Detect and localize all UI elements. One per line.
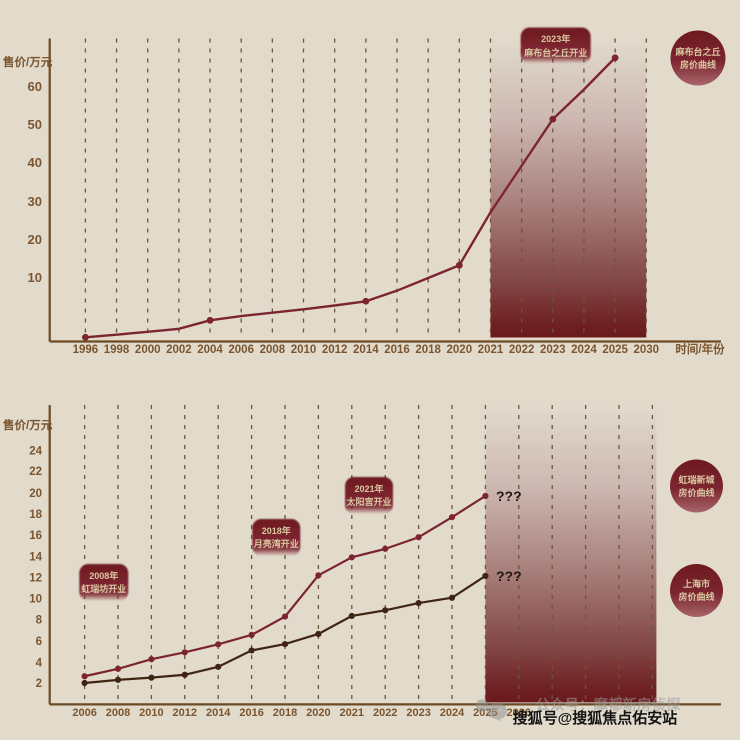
svg-text:60: 60 [28,79,42,94]
svg-text:20: 20 [29,488,42,500]
svg-text:2021: 2021 [340,707,364,719]
svg-text:麻布台之丘: 麻布台之丘 [674,46,720,57]
svg-text:2020: 2020 [306,707,330,719]
svg-text:2023: 2023 [540,344,566,356]
svg-text:2008: 2008 [106,707,130,719]
svg-text:2023年: 2023年 [541,33,570,44]
svg-text:18: 18 [29,509,42,521]
svg-text:10: 10 [29,594,42,606]
svg-text:售价/万元: 售价/万元 [2,418,53,432]
svg-text:1998: 1998 [104,344,130,356]
svg-text:2012: 2012 [173,707,197,719]
svg-text:2018: 2018 [415,344,441,356]
svg-text:2008: 2008 [260,344,286,356]
svg-text:12: 12 [29,572,42,584]
svg-text:虹瑞坊开业: 虹瑞坊开业 [81,583,126,594]
svg-text:2022: 2022 [373,707,397,719]
svg-text:???: ??? [496,488,522,504]
svg-text:6: 6 [36,636,42,648]
svg-text:2004: 2004 [197,344,223,356]
svg-text:太阳宫开业: 太阳宫开业 [345,496,391,507]
svg-text:2025: 2025 [602,344,628,356]
svg-text:20: 20 [28,232,42,247]
svg-text:2002: 2002 [166,344,192,356]
svg-text:房价曲线: 房价曲线 [678,487,714,498]
svg-text:2010: 2010 [291,344,317,356]
svg-text:30: 30 [28,194,42,209]
svg-text:时间/年份: 时间/年份 [675,342,725,356]
svg-text:2006: 2006 [72,707,96,719]
svg-text:2008年: 2008年 [89,570,118,581]
svg-text:22: 22 [29,466,42,478]
svg-text:2016: 2016 [384,344,410,356]
svg-text:上海市: 上海市 [683,578,710,589]
svg-text:2014: 2014 [206,707,231,719]
svg-text:麻布台之丘开业: 麻布台之丘开业 [523,47,587,58]
svg-text:24: 24 [29,446,42,458]
svg-text:2018年: 2018年 [262,525,291,536]
svg-text:2022: 2022 [509,344,535,356]
svg-text:14: 14 [29,551,42,563]
svg-text:2021: 2021 [478,344,504,356]
svg-text:搜狐号@搜狐焦点佑安站: 搜狐号@搜狐焦点佑安站 [513,709,678,727]
svg-text:1996: 1996 [73,344,99,356]
svg-text:2024: 2024 [571,344,597,356]
svg-text:2023: 2023 [406,707,430,719]
svg-text:2016: 2016 [239,707,263,719]
svg-text:???: ??? [496,568,522,584]
svg-text:售价/万元: 售价/万元 [2,55,53,69]
svg-text:2018: 2018 [273,707,297,719]
svg-text:10: 10 [28,270,42,285]
svg-text:40: 40 [28,155,42,170]
svg-text:2012: 2012 [322,344,348,356]
svg-text:2014: 2014 [353,344,379,356]
svg-text:月亮湾开业: 月亮湾开业 [253,538,299,549]
svg-text:2010: 2010 [139,707,163,719]
svg-text:4: 4 [36,657,43,669]
svg-text:16: 16 [29,530,42,542]
svg-text:2000: 2000 [135,344,161,356]
svg-text:50: 50 [28,117,42,132]
svg-text:房价曲线: 房价曲线 [680,59,716,70]
svg-text:2021年: 2021年 [354,483,383,494]
svg-text:虹瑞新城: 虹瑞新城 [678,474,714,485]
svg-text:2006: 2006 [228,344,254,356]
svg-text:2: 2 [36,678,42,690]
svg-text:房价曲线: 房价曲线 [678,591,714,602]
svg-text:2020: 2020 [447,344,473,356]
svg-text:2030: 2030 [633,344,659,356]
svg-text:2024: 2024 [440,707,465,719]
svg-text:8: 8 [36,615,43,627]
